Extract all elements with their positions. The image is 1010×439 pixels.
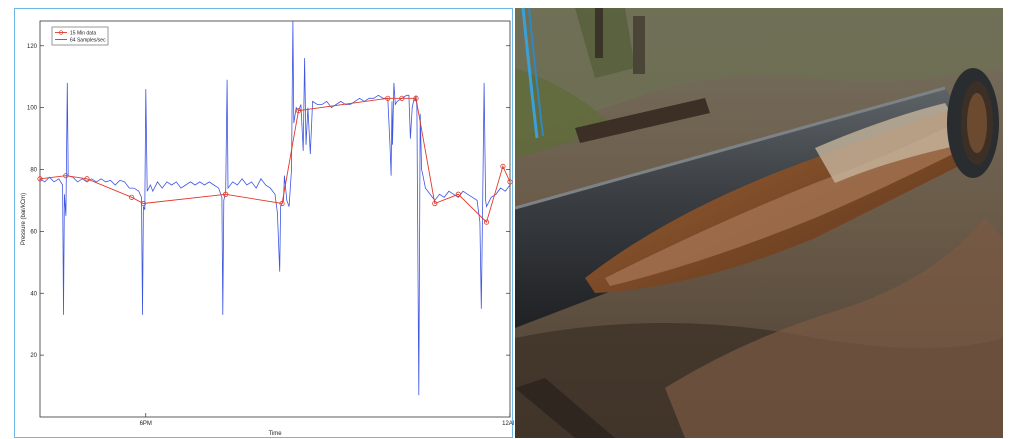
- data-point-15min: [413, 95, 419, 101]
- x-axis-label: Time: [268, 431, 282, 437]
- chart-panel: 20 40 60 80 100 120 6PM 12AM Time Pressure (bar/k…: [14, 8, 514, 438]
- y-tick-label: 60: [30, 229, 37, 235]
- legend-label-15min: 15 Min data: [70, 30, 96, 36]
- data-point-15min: [385, 95, 391, 101]
- data-point-15min: [279, 200, 285, 207]
- pipe-photo-illustration: [515, 8, 1003, 438]
- y-tick-label: 40: [30, 291, 37, 297]
- data-point-15min: [140, 200, 146, 207]
- legend-label-64-samples: 64 Samples/sec: [70, 37, 106, 43]
- data-point-15min: [432, 200, 438, 207]
- data-point-15min: [399, 95, 405, 101]
- pressure-chart: 20 40 60 80 100 120 6PM 12AM Time Pressure (bar/k…: [21, 20, 514, 437]
- data-point-15min: [295, 108, 302, 114]
- data-point-15min: [500, 163, 506, 170]
- chart-axes: 20 40 60 80 100 120 6PM 12AM Time Pressure (bar/k…: [21, 20, 514, 437]
- x-tick-label: 6PM: [140, 421, 152, 427]
- data-point-15min: [37, 176, 43, 182]
- data-point-15min: [223, 191, 229, 197]
- series-line-15min: [39, 97, 511, 223]
- series-line-64-samples: [39, 20, 511, 396]
- data-point-15min: [129, 194, 135, 200]
- legend-marker-15min: [58, 30, 64, 35]
- data-point-15min: [455, 191, 461, 197]
- plot-area-frame: [39, 20, 511, 418]
- data-point-15min: [84, 176, 90, 182]
- y-tick-label: 120: [27, 44, 38, 50]
- y-tick-label: 20: [30, 353, 37, 359]
- y-tick-label: 100: [27, 106, 38, 112]
- pipe-photo: [515, 8, 1003, 438]
- y-tick-label: 80: [30, 168, 37, 174]
- data-point-15min: [507, 179, 513, 185]
- data-point-15min: [63, 173, 69, 179]
- data-point-15min: [483, 219, 490, 225]
- x-tick-label: 12AM: [502, 421, 514, 427]
- chart-series: [37, 20, 513, 396]
- legend-box: [51, 26, 109, 46]
- y-axis-label: Pressure (bar/kCm): [21, 193, 27, 245]
